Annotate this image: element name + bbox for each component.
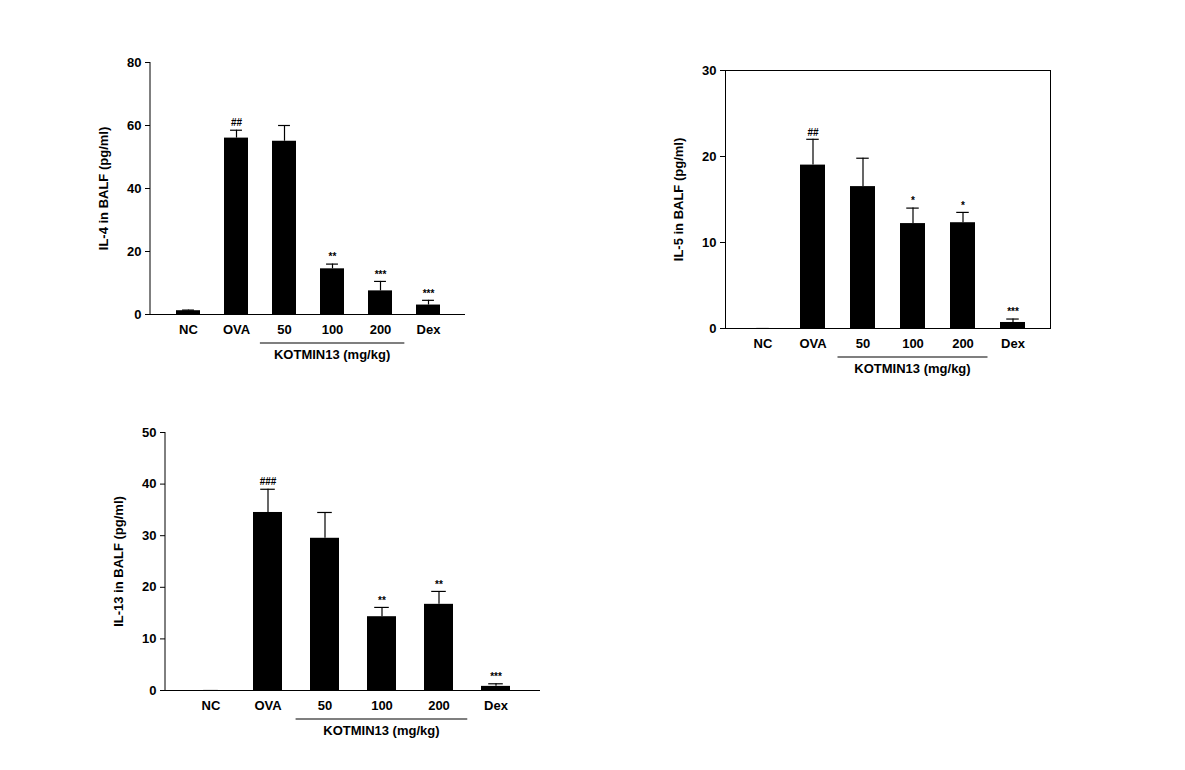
svg-text:**: ** [329,251,337,262]
svg-text:***: *** [1007,306,1019,317]
svg-text:50: 50 [277,322,291,337]
svg-text:Dex: Dex [484,698,509,713]
svg-text:IL-13 in BALF (pg/ml): IL-13 in BALF (pg/ml) [111,496,126,627]
svg-text:*: * [961,200,965,211]
svg-text:**: ** [435,579,443,590]
svg-text:30: 30 [702,63,716,78]
svg-text:40: 40 [127,181,141,196]
svg-text:*: * [911,195,915,206]
svg-text:##: ## [807,127,819,138]
svg-text:80: 80 [127,55,141,70]
svg-text:60: 60 [127,118,141,133]
svg-text:50: 50 [856,336,870,351]
svg-text:20: 20 [702,149,716,164]
svg-text:10: 10 [142,631,156,646]
svg-text:100: 100 [371,698,393,713]
svg-text:Dex: Dex [417,322,442,337]
svg-text:20: 20 [127,244,141,259]
svg-text:30: 30 [142,528,156,543]
svg-text:0: 0 [134,307,141,322]
svg-text:200: 200 [428,698,450,713]
svg-text:IL-5 in BALF (pg/ml): IL-5 in BALF (pg/ml) [671,138,686,261]
svg-text:0: 0 [709,321,716,336]
svg-text:20: 20 [142,579,156,594]
svg-text:Dex: Dex [1001,336,1026,351]
svg-text:50: 50 [142,425,156,440]
svg-text:40: 40 [142,476,156,491]
svg-text:***: *** [423,288,435,299]
svg-text:NC: NC [754,336,773,351]
svg-text:OVA: OVA [223,322,251,337]
svg-text:KOTMIN13 (mg/kg): KOTMIN13 (mg/kg) [274,347,390,362]
svg-text:KOTMIN13 (mg/kg): KOTMIN13 (mg/kg) [323,723,439,738]
svg-text:***: *** [490,671,502,682]
svg-text:0: 0 [149,683,156,698]
svg-text:OVA: OVA [254,698,282,713]
svg-text:***: *** [375,269,387,280]
svg-text:200: 200 [370,322,392,337]
svg-text:50: 50 [318,698,332,713]
svg-text:OVA: OVA [799,336,827,351]
svg-text:NC: NC [202,698,221,713]
svg-text:##: ## [231,117,243,128]
svg-text:###: ### [260,476,277,487]
svg-text:**: ** [378,595,386,606]
svg-text:100: 100 [902,336,924,351]
svg-text:100: 100 [322,322,344,337]
svg-text:NC: NC [179,322,198,337]
svg-text:KOTMIN13 (mg/kg): KOTMIN13 (mg/kg) [854,361,970,376]
svg-text:10: 10 [702,235,716,250]
svg-text:IL-4 in BALF (pg/ml): IL-4 in BALF (pg/ml) [96,127,111,250]
svg-text:200: 200 [952,336,974,351]
